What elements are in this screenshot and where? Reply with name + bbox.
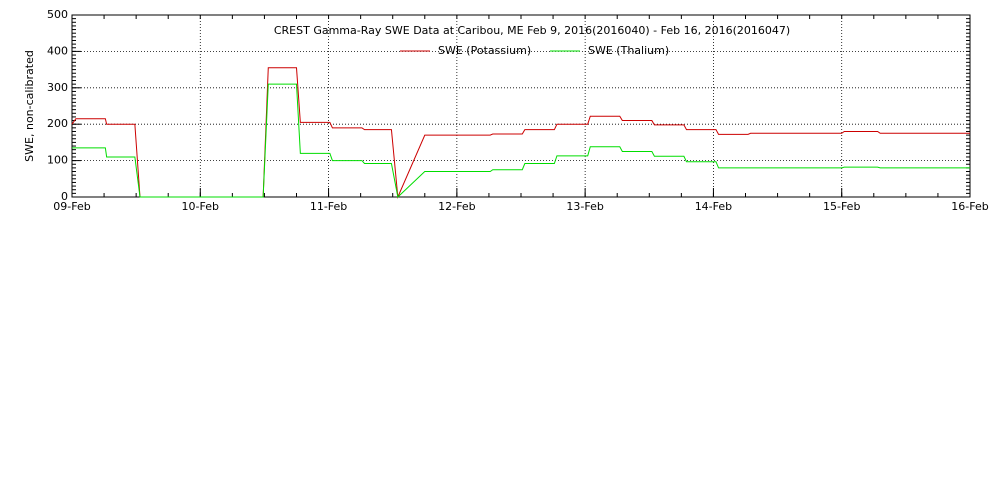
x-tick-label: 10-Feb — [182, 200, 219, 213]
y-tick-label: 200 — [47, 117, 68, 130]
chart-title: CREST Gamma-Ray SWE Data at Caribou, ME … — [274, 24, 790, 37]
data-line — [72, 83, 970, 198]
y-tick-label: 400 — [47, 44, 68, 57]
y-axis-label: SWE, non-calibrated — [23, 50, 36, 162]
y-tick-label: 0 — [61, 190, 68, 203]
x-tick-label: 13-Feb — [566, 200, 603, 213]
x-tick-label: 12-Feb — [438, 200, 475, 213]
x-tick-label: 16-Feb — [951, 200, 988, 213]
y-tick-label: 300 — [47, 81, 68, 94]
data-line — [71, 67, 970, 199]
legend-label: SWE (Thalium) — [588, 44, 669, 57]
x-tick-label: 15-Feb — [823, 200, 860, 213]
legend-label: SWE (Potassium) — [438, 44, 531, 57]
y-tick-label: 100 — [47, 154, 68, 167]
y-tick-label: 500 — [47, 8, 68, 21]
x-tick-label: 09-Feb — [53, 200, 90, 213]
x-tick-label: 11-Feb — [310, 200, 347, 213]
x-tick-label: 14-Feb — [695, 200, 732, 213]
